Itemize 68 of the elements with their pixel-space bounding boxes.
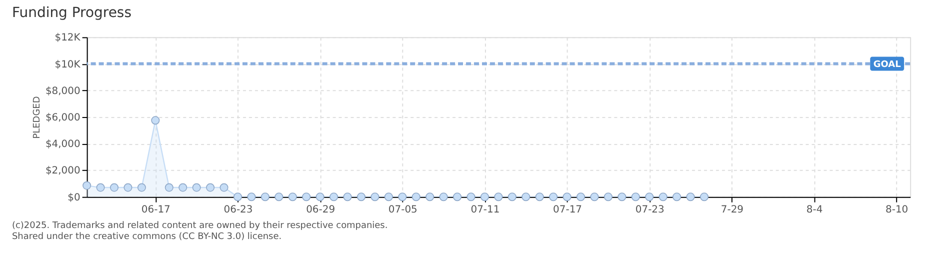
x-tick-label: 8-10	[886, 204, 908, 216]
point	[576, 192, 586, 202]
y-axis-title: PLEDGED	[32, 96, 42, 139]
ref-line-label: GOAL	[873, 60, 902, 70]
x-tick-label: 07-23	[635, 204, 664, 216]
y-tick-label: $4,000	[45, 139, 80, 150]
point	[686, 192, 695, 202]
point	[206, 183, 215, 192]
point	[508, 192, 516, 202]
point	[412, 192, 420, 202]
y-tick-label: $6,000	[45, 112, 80, 124]
point	[288, 192, 297, 202]
point	[604, 192, 612, 202]
text: Shared under the creative commons (CC BY-NC 3.0) license.	[12, 232, 282, 242]
point	[535, 192, 544, 202]
point	[82, 181, 92, 190]
point	[466, 192, 476, 202]
point	[247, 192, 256, 202]
point	[164, 183, 174, 192]
chart-title: Funding Progress	[12, 5, 132, 22]
point	[110, 183, 119, 192]
x-tick-label: 8-4	[806, 204, 823, 216]
point	[398, 192, 407, 202]
point	[631, 192, 640, 202]
point	[562, 192, 572, 202]
x-tick-label: 07-05	[388, 204, 418, 216]
point	[453, 192, 462, 202]
x-tick-label: 06-17	[141, 204, 170, 216]
point	[137, 183, 146, 192]
point	[178, 183, 188, 192]
y-tick-label: $2,000	[45, 166, 80, 177]
point	[274, 192, 284, 202]
point	[124, 183, 132, 192]
y-tick-label: $12K	[54, 32, 81, 44]
point	[700, 192, 709, 202]
point	[658, 192, 668, 202]
point	[260, 192, 270, 202]
point	[426, 192, 434, 202]
point	[480, 192, 489, 202]
point	[356, 192, 366, 202]
x-tick-label: 06-29	[306, 204, 336, 216]
point	[494, 192, 503, 202]
point	[302, 192, 311, 202]
point	[672, 192, 682, 202]
y-tick-label: $10K	[54, 59, 81, 70]
point	[370, 192, 380, 202]
point	[316, 192, 324, 202]
point	[384, 192, 393, 202]
point	[645, 192, 654, 202]
text: (c)2025. Trademarks and related content are owned by their respective companies.	[12, 220, 388, 231]
point	[590, 192, 599, 202]
point	[151, 116, 160, 125]
x-tick-label: 7-29	[720, 204, 744, 216]
x-tick-label: 07-11	[470, 204, 500, 216]
point	[439, 192, 448, 202]
point	[330, 192, 338, 202]
point	[618, 192, 626, 202]
point	[343, 192, 352, 202]
y-tick-label: $8,000	[45, 86, 80, 97]
point	[220, 183, 228, 192]
point	[96, 183, 105, 192]
point	[549, 192, 558, 202]
point	[192, 183, 201, 192]
x-tick-label: 06-23	[224, 204, 253, 216]
point	[233, 192, 242, 202]
x-tick-label: 07-17	[553, 204, 582, 216]
y-tick-label: $0	[68, 192, 80, 204]
point	[522, 192, 530, 202]
